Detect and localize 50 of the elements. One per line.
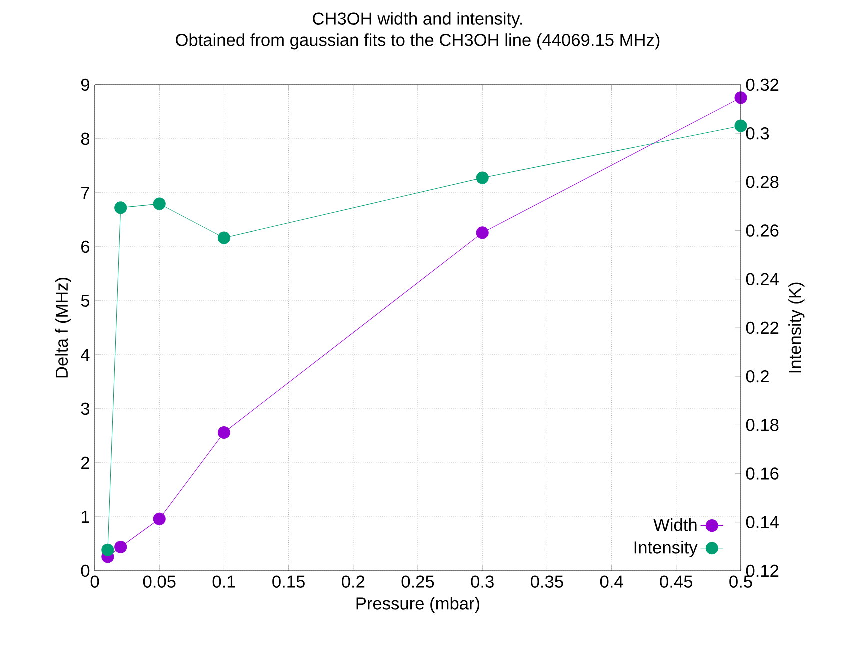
y-tick-label: 8 (81, 132, 90, 146)
x-tick-label: 0.15 (272, 576, 305, 588)
point (153, 512, 166, 526)
y2-tick-label: 0.22 (746, 322, 779, 334)
y-tick-label: 2 (82, 456, 90, 470)
y-tick-label: 3 (81, 402, 90, 416)
point (218, 232, 230, 244)
y2-tick-label: 0.2 (746, 370, 769, 383)
x-tick-label: 0.1 (212, 576, 236, 588)
y2-axis-title: Intensity (K) (788, 282, 805, 373)
y2-tick-label: 0.24 (746, 273, 779, 286)
y2-tick-label: 0.12 (746, 564, 779, 578)
x-tick-label: 0.45 (660, 576, 693, 588)
x-tick-label: 0.3 (471, 576, 494, 588)
point (114, 540, 128, 554)
x-tick-label: 0 (90, 576, 100, 588)
x-tick-label: 0.2 (342, 576, 365, 588)
y-tick-label: 5 (81, 294, 90, 308)
point (114, 202, 128, 214)
point (476, 226, 489, 240)
y-tick-label: 4 (81, 349, 90, 361)
legend-label: Intensity (634, 541, 698, 558)
x-tick-label: 0.35 (531, 576, 564, 588)
point (734, 120, 748, 132)
y2-tick-label: 0.32 (746, 78, 779, 92)
y2-tick-label: 0.16 (746, 468, 779, 480)
point (476, 172, 489, 184)
y-tick-label: 0 (81, 564, 90, 578)
point (734, 92, 748, 104)
x-tick-label: 0.4 (600, 576, 624, 588)
y-tick-label: 1 (82, 511, 90, 523)
y2-tick-label: 0.14 (746, 516, 779, 529)
x-axis-title: Pressure (mbar) (356, 597, 480, 614)
legend-label: Width (654, 518, 697, 532)
x-tick-label: 0.05 (143, 576, 176, 588)
y-tick-label: 9 (81, 78, 90, 92)
y-axis-title: Delta f (MHz) (55, 278, 72, 378)
y2-tick-label: 0.28 (746, 176, 779, 188)
point (102, 544, 114, 556)
y2-tick-label: 0.3 (746, 127, 770, 140)
y-tick-label: 6 (82, 240, 90, 254)
y-tick-label: 7 (82, 187, 90, 199)
point (218, 426, 230, 440)
y2-tick-label: 0.18 (746, 419, 779, 432)
x-tick-label: 0.25 (402, 576, 434, 588)
point (153, 198, 166, 210)
x-tick-label: 0.5 (730, 576, 752, 588)
chart-subtitle: Obtained from gaussian fits to the CH3OH line (44069.15 MHz) (176, 34, 660, 50)
chart-title: CH3OH width and intensity. (313, 12, 522, 28)
y2-tick-label: 0.26 (746, 224, 779, 237)
